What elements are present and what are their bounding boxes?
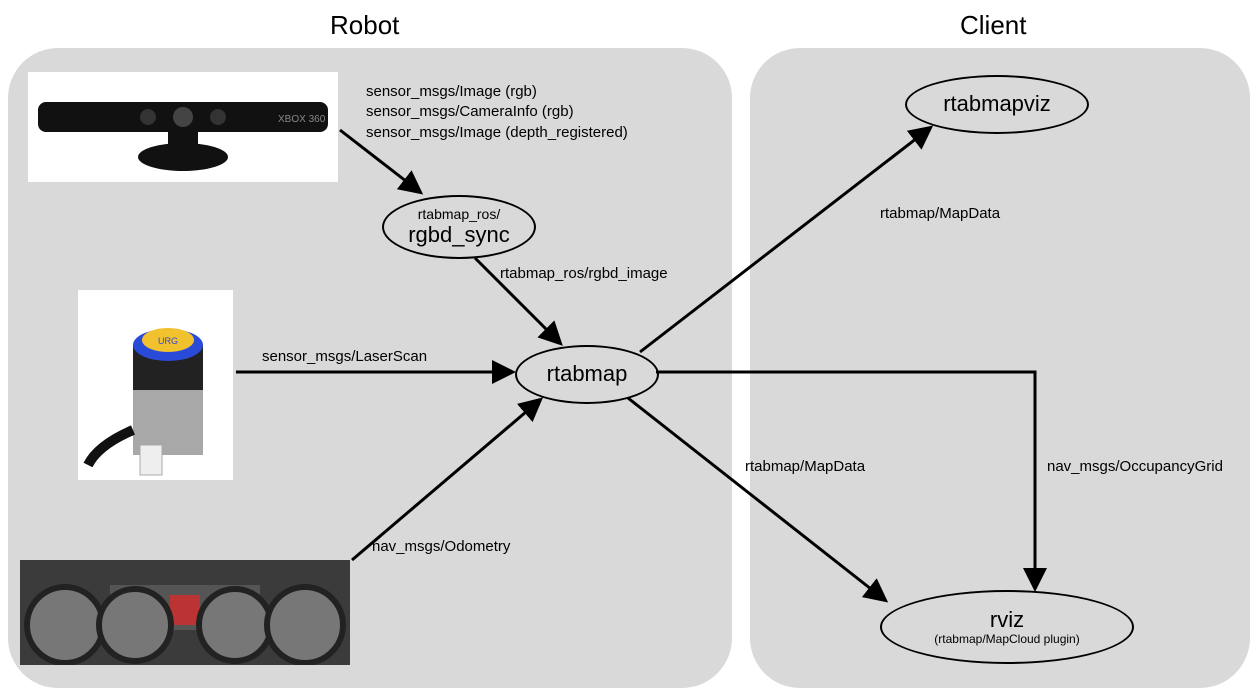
rgbd-image-label: rtabmap_ros/rgbd_image bbox=[500, 265, 668, 282]
kinect-sensor-icon: XBOX 360 bbox=[28, 72, 338, 182]
rviz-label: rviz bbox=[990, 608, 1024, 632]
odometry-label: nav_msgs/Odometry bbox=[372, 538, 510, 555]
rtabmapviz-node: rtabmapviz bbox=[905, 75, 1089, 134]
svg-text:URG: URG bbox=[158, 336, 178, 346]
svg-text:XBOX 360: XBOX 360 bbox=[278, 114, 326, 125]
rtabmap-node: rtabmap bbox=[515, 345, 659, 404]
client-title: Client bbox=[960, 10, 1026, 41]
kinect-msgs-label: sensor_msgs/Image (rgb)sensor_msgs/Camer… bbox=[366, 82, 628, 143]
occgrid-label: nav_msgs/OccupancyGrid bbox=[1047, 458, 1223, 475]
rtabmap-label: rtabmap bbox=[547, 362, 628, 386]
laserscan-label: sensor_msgs/LaserScan bbox=[262, 348, 427, 365]
robot-title: Robot bbox=[330, 10, 399, 41]
wheel-odometry-icon bbox=[20, 560, 350, 665]
rgbd-sync-label1: rtabmap_ros/ bbox=[418, 207, 500, 222]
rviz-node: rviz (rtabmap/MapCloud plugin) bbox=[880, 590, 1134, 664]
rgbd-sync-node: rtabmap_ros/ rgbd_sync bbox=[382, 195, 536, 259]
mapdata2-label: rtabmap/MapData bbox=[745, 458, 865, 475]
rgbd-sync-label2: rgbd_sync bbox=[408, 223, 510, 247]
rtabmapviz-label: rtabmapviz bbox=[943, 92, 1051, 116]
lidar-sensor-icon: URG bbox=[78, 290, 233, 480]
mapdata1-label: rtabmap/MapData bbox=[880, 205, 1000, 222]
rviz-subtitle: (rtabmap/MapCloud plugin) bbox=[934, 633, 1079, 646]
